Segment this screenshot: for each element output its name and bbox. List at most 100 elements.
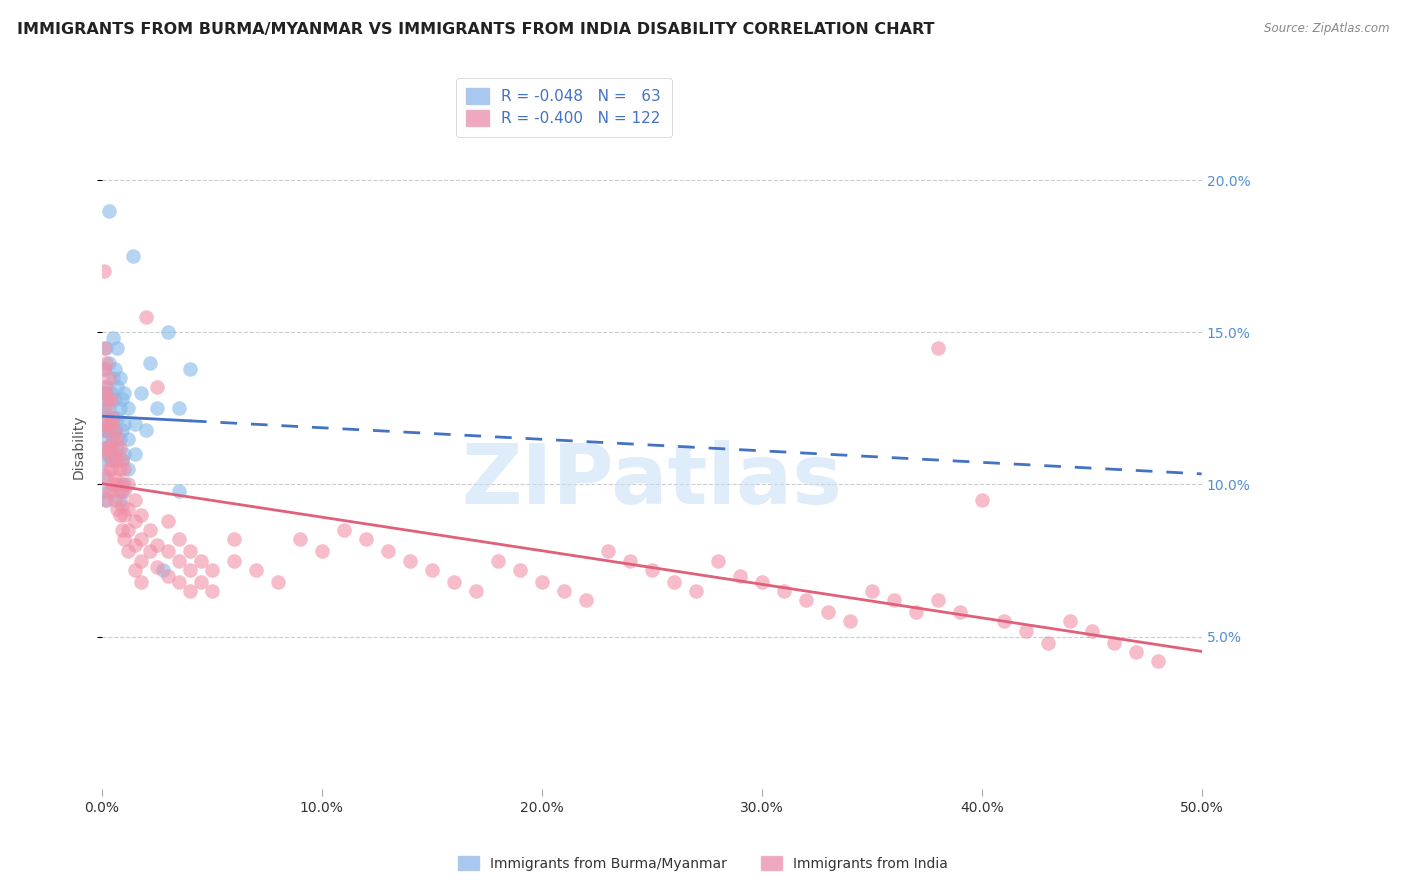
Point [112, 477, 135, 491]
Point [124, 563, 146, 577]
Point [993, 615, 1015, 629]
Point [108, 462, 131, 476]
Point [97, 401, 120, 416]
Point [146, 380, 169, 394]
Point [111, 483, 134, 498]
Point [146, 559, 169, 574]
Point [105, 341, 128, 355]
Point [93, 417, 115, 431]
Point [100, 386, 122, 401]
Point [108, 432, 131, 446]
Point [443, 574, 465, 589]
Point [105, 432, 128, 446]
Point [101, 432, 124, 446]
Point [112, 508, 135, 522]
Point [112, 447, 135, 461]
Point [121, 249, 143, 263]
Point [93, 453, 115, 467]
Point [97, 417, 120, 431]
Point [124, 514, 146, 528]
Point [104, 423, 127, 437]
Point [117, 523, 139, 537]
Point [93, 386, 115, 401]
Point [104, 423, 127, 437]
Text: Source: ZipAtlas.com: Source: ZipAtlas.com [1264, 22, 1389, 36]
Point [101, 331, 124, 345]
Point [97, 441, 120, 455]
Point [398, 553, 420, 567]
Point [111, 423, 134, 437]
Point [96, 423, 118, 437]
Point [949, 605, 972, 619]
Point [108, 401, 131, 416]
Point [97, 371, 120, 385]
Point [117, 401, 139, 416]
Point [117, 477, 139, 491]
Point [96, 356, 118, 370]
Point [96, 341, 118, 355]
Point [311, 544, 333, 558]
Point [96, 401, 118, 416]
Point [96, 492, 118, 507]
Point [93, 341, 115, 355]
Point [96, 380, 118, 394]
Point [354, 533, 377, 547]
Point [333, 523, 356, 537]
Point [179, 563, 201, 577]
Point [104, 447, 127, 461]
Point [101, 410, 124, 425]
Point [108, 371, 131, 385]
Point [201, 584, 224, 599]
Point [131, 574, 153, 589]
Point [927, 593, 949, 607]
Point [104, 362, 127, 376]
Point [131, 533, 153, 547]
Point [105, 441, 128, 455]
Point [96, 392, 118, 407]
Point [93, 432, 115, 446]
Point [108, 508, 131, 522]
Point [146, 538, 169, 552]
Point [619, 553, 641, 567]
Point [96, 423, 118, 437]
Point [817, 605, 839, 619]
Point [245, 563, 267, 577]
Point [420, 563, 443, 577]
Point [1125, 645, 1147, 659]
Point [156, 326, 179, 340]
Legend: Immigrants from Burma/Myanmar, Immigrants from India: Immigrants from Burma/Myanmar, Immigrant… [453, 850, 953, 876]
Point [111, 499, 134, 513]
Point [117, 462, 139, 476]
Point [131, 386, 153, 401]
Point [93, 401, 115, 416]
Point [105, 410, 128, 425]
Point [93, 468, 115, 483]
Point [111, 453, 134, 467]
Point [201, 563, 224, 577]
Point [124, 538, 146, 552]
Point [100, 441, 122, 455]
Point [1102, 636, 1125, 650]
Point [100, 438, 122, 452]
Point [111, 453, 134, 467]
Point [135, 310, 157, 325]
Point [1080, 624, 1102, 638]
Point [464, 584, 486, 599]
Point [104, 492, 127, 507]
Point [93, 380, 115, 394]
Point [139, 523, 162, 537]
Point [104, 392, 127, 407]
Point [101, 477, 124, 491]
Point [1146, 654, 1168, 668]
Point [167, 553, 190, 567]
Point [167, 533, 190, 547]
Point [131, 508, 153, 522]
Point [838, 615, 860, 629]
Point [794, 593, 817, 607]
Point [728, 568, 751, 582]
Point [927, 341, 949, 355]
Point [97, 203, 120, 218]
Point [93, 362, 115, 376]
Point [93, 264, 115, 278]
Point [641, 563, 664, 577]
